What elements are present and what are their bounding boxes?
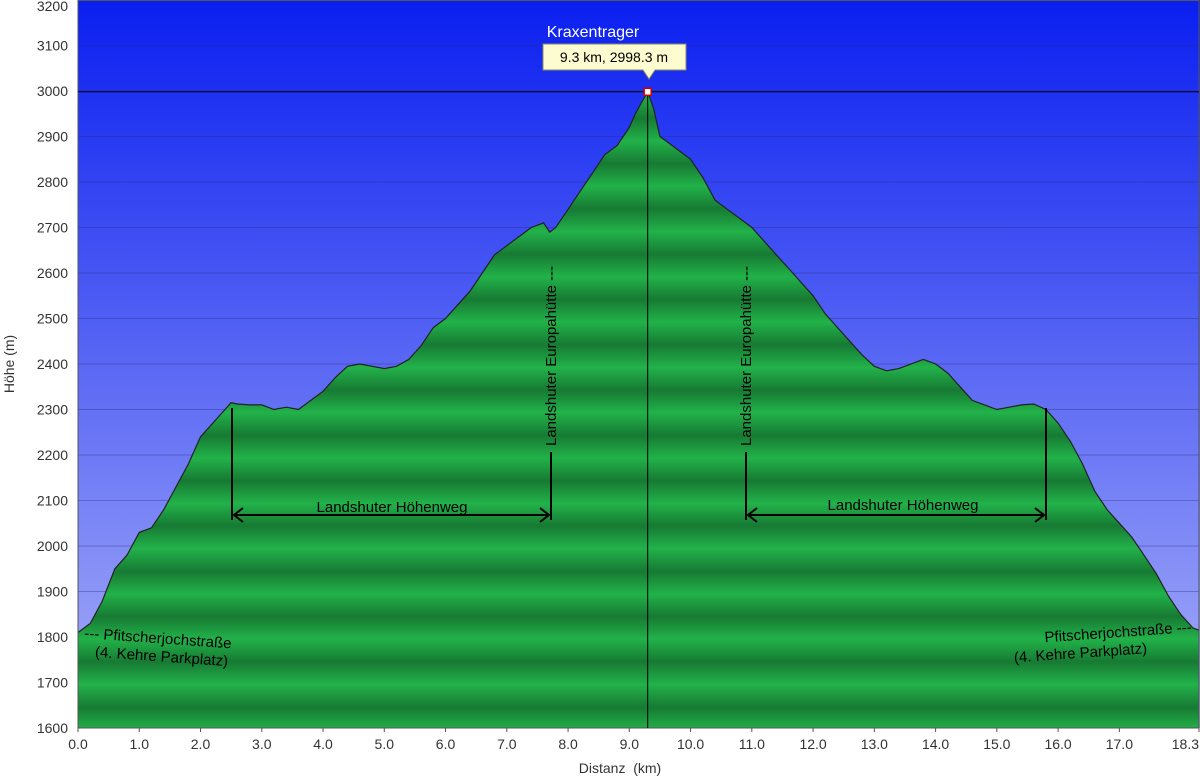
peak-marker[interactable] <box>643 87 652 97</box>
x-tick-label: 12.0 <box>799 736 826 752</box>
y-tick-label: 2500 <box>37 311 68 327</box>
y-tick-label: 2000 <box>37 538 68 554</box>
y-tick-label: 2600 <box>37 265 68 281</box>
trail-right-arrowhead-right <box>1034 507 1046 523</box>
x-tick-label: 3.0 <box>252 736 272 752</box>
y-tick-label: 3100 <box>37 38 68 54</box>
y-tick-label: 2400 <box>37 356 68 372</box>
trail-left-arrowhead-right <box>539 507 551 523</box>
x-tick-label: 5.0 <box>375 736 395 752</box>
trail-right-label: Landshuter Höhenweg <box>828 497 979 514</box>
y-tick-label: 1900 <box>37 584 68 600</box>
x-tick-label: 8.0 <box>558 736 578 752</box>
x-axis-title: Distanz (km) <box>579 760 661 776</box>
y-axis-ticks: 1600 1700 1800 1900 2000 2100 2200 2300 2400 2500… <box>37 0 68 736</box>
trail-left-arrowhead-left <box>232 507 244 523</box>
plot-frame <box>77 0 1200 729</box>
peak-name-label: Kraxentrager <box>547 24 640 41</box>
hut-left-label: Landshuter Europahütte --- <box>543 266 560 446</box>
x-tick-label: 15.0 <box>983 736 1010 752</box>
hut-right-label: Landshuter Europahütte --- <box>738 266 755 446</box>
y-axis-title: Höhe (m) <box>1 335 17 393</box>
trail-left-label: Landshuter Höhenweg <box>317 499 468 516</box>
annotation-lines <box>231 408 1047 523</box>
x-tick-label: 4.0 <box>313 736 333 752</box>
x-tick-label: 1.0 <box>130 736 150 752</box>
x-tick-label: 9.0 <box>620 736 640 752</box>
y-tick-label: 2200 <box>37 447 68 463</box>
y-tick-label: 1600 <box>37 720 68 736</box>
y-tick-label: 3200 <box>37 0 68 14</box>
y-tick-label: 2100 <box>37 493 68 509</box>
x-tick-label: 18.3 <box>1172 736 1199 752</box>
y-tick-label: 3000 <box>37 83 68 99</box>
x-tick-label: 14.0 <box>922 736 949 752</box>
peak-tooltip-text: 9.3 km, 2998.3 m <box>560 49 668 65</box>
elevation-area <box>78 91 1199 728</box>
y-tick-label: 1700 <box>37 675 68 691</box>
trail-right-arrowhead-left <box>746 507 758 523</box>
y-tick-label: 2900 <box>37 129 68 145</box>
peak-tooltip-box <box>542 43 687 80</box>
x-tick-label: 2.0 <box>191 736 211 752</box>
peak-tooltip: 9.3 km, 2998.3 m <box>542 43 687 80</box>
x-tick-label: 0.0 <box>68 736 88 752</box>
x-tick-label: 10.0 <box>677 736 704 752</box>
y-tick-label: 1800 <box>37 629 68 645</box>
x-tick-label: 6.0 <box>436 736 456 752</box>
x-tick-label: 16.0 <box>1044 736 1071 752</box>
x-tick-label: 13.0 <box>861 736 888 752</box>
x-axis-ticks: 0.0 1.0 2.0 3.0 4.0 5.0 6.0 7.0 8.0 9.0 10.0 11.0 12… <box>68 728 1200 752</box>
x-tick-label: 17.0 <box>1106 736 1133 752</box>
elevation-line <box>78 90 1200 633</box>
y-tick-label: 2700 <box>37 220 68 236</box>
x-tick-label: 7.0 <box>497 736 517 752</box>
x-tick-label: 11.0 <box>739 736 765 752</box>
y-tick-label: 2800 <box>37 174 68 190</box>
y-tick-label: 2300 <box>37 402 68 418</box>
